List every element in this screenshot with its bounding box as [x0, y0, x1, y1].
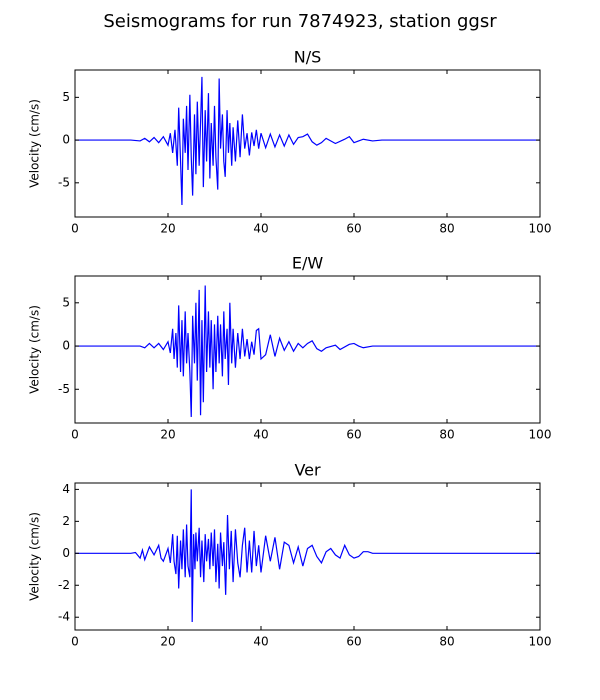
y-tick-label: 0 [62, 339, 70, 353]
y-tick-label: -4 [58, 610, 70, 624]
x-tick-label: 60 [346, 428, 361, 442]
x-tick-label: 80 [439, 222, 454, 236]
figure-title: Seismograms for run 7874923, station ggs… [103, 11, 497, 32]
seismogram-trace [75, 285, 540, 417]
y-tick-label: 5 [62, 295, 70, 309]
subplot: Ver Velocity (cm/s) 0 20 40 60 80 100 -4 -2 0 2 4 [28, 461, 552, 649]
y-tick-label: 0 [62, 546, 70, 560]
x-tick-label: 20 [160, 635, 175, 649]
subplot: E/W Velocity (cm/s) 0 20 40 60 80 100 -5 0 5 [28, 254, 552, 442]
x-tick-label: 60 [346, 222, 361, 236]
subplot: N/S Velocity (cm/s) 0 20 40 60 80 100 -5 0 5 [28, 48, 552, 236]
y-tick-label: 2 [62, 514, 70, 528]
subplot-title: E/W [292, 254, 324, 273]
x-tick-label: 100 [529, 428, 552, 442]
y-tick-label: -5 [58, 382, 70, 396]
plot-area [75, 489, 540, 623]
y-tick-label: 4 [62, 482, 70, 496]
x-tick-label: 20 [160, 428, 175, 442]
plot-area [75, 76, 540, 206]
x-tick-label: 100 [529, 222, 552, 236]
x-tick-label: 0 [71, 222, 79, 236]
x-tick-label: 0 [71, 428, 79, 442]
y-axis-label: Velocity (cm/s) [28, 305, 42, 394]
x-tick-label: 80 [439, 635, 454, 649]
y-axis-label: Velocity (cm/s) [28, 99, 42, 188]
x-tick-label: 100 [529, 635, 552, 649]
subplot-title: Ver [294, 461, 321, 480]
x-tick-label: 60 [346, 635, 361, 649]
y-tick-label: 0 [62, 133, 70, 147]
x-tick-label: 0 [71, 635, 79, 649]
axes-frame [74, 69, 541, 218]
seismogram-trace [75, 76, 540, 206]
x-tick-label: 20 [160, 222, 175, 236]
subplot-title: N/S [294, 48, 322, 67]
x-tick-label: 40 [253, 222, 268, 236]
x-tick-label: 40 [253, 428, 268, 442]
y-tick-label: 5 [62, 90, 70, 104]
plot-area [75, 285, 540, 417]
y-tick-label: -2 [58, 578, 70, 592]
y-tick-label: -5 [58, 175, 70, 189]
axes-frame [74, 482, 541, 631]
y-axis-label: Velocity (cm/s) [28, 512, 42, 601]
axes-frame [74, 275, 541, 424]
x-tick-label: 40 [253, 635, 268, 649]
seismogram-trace [75, 489, 540, 623]
x-tick-label: 80 [439, 428, 454, 442]
